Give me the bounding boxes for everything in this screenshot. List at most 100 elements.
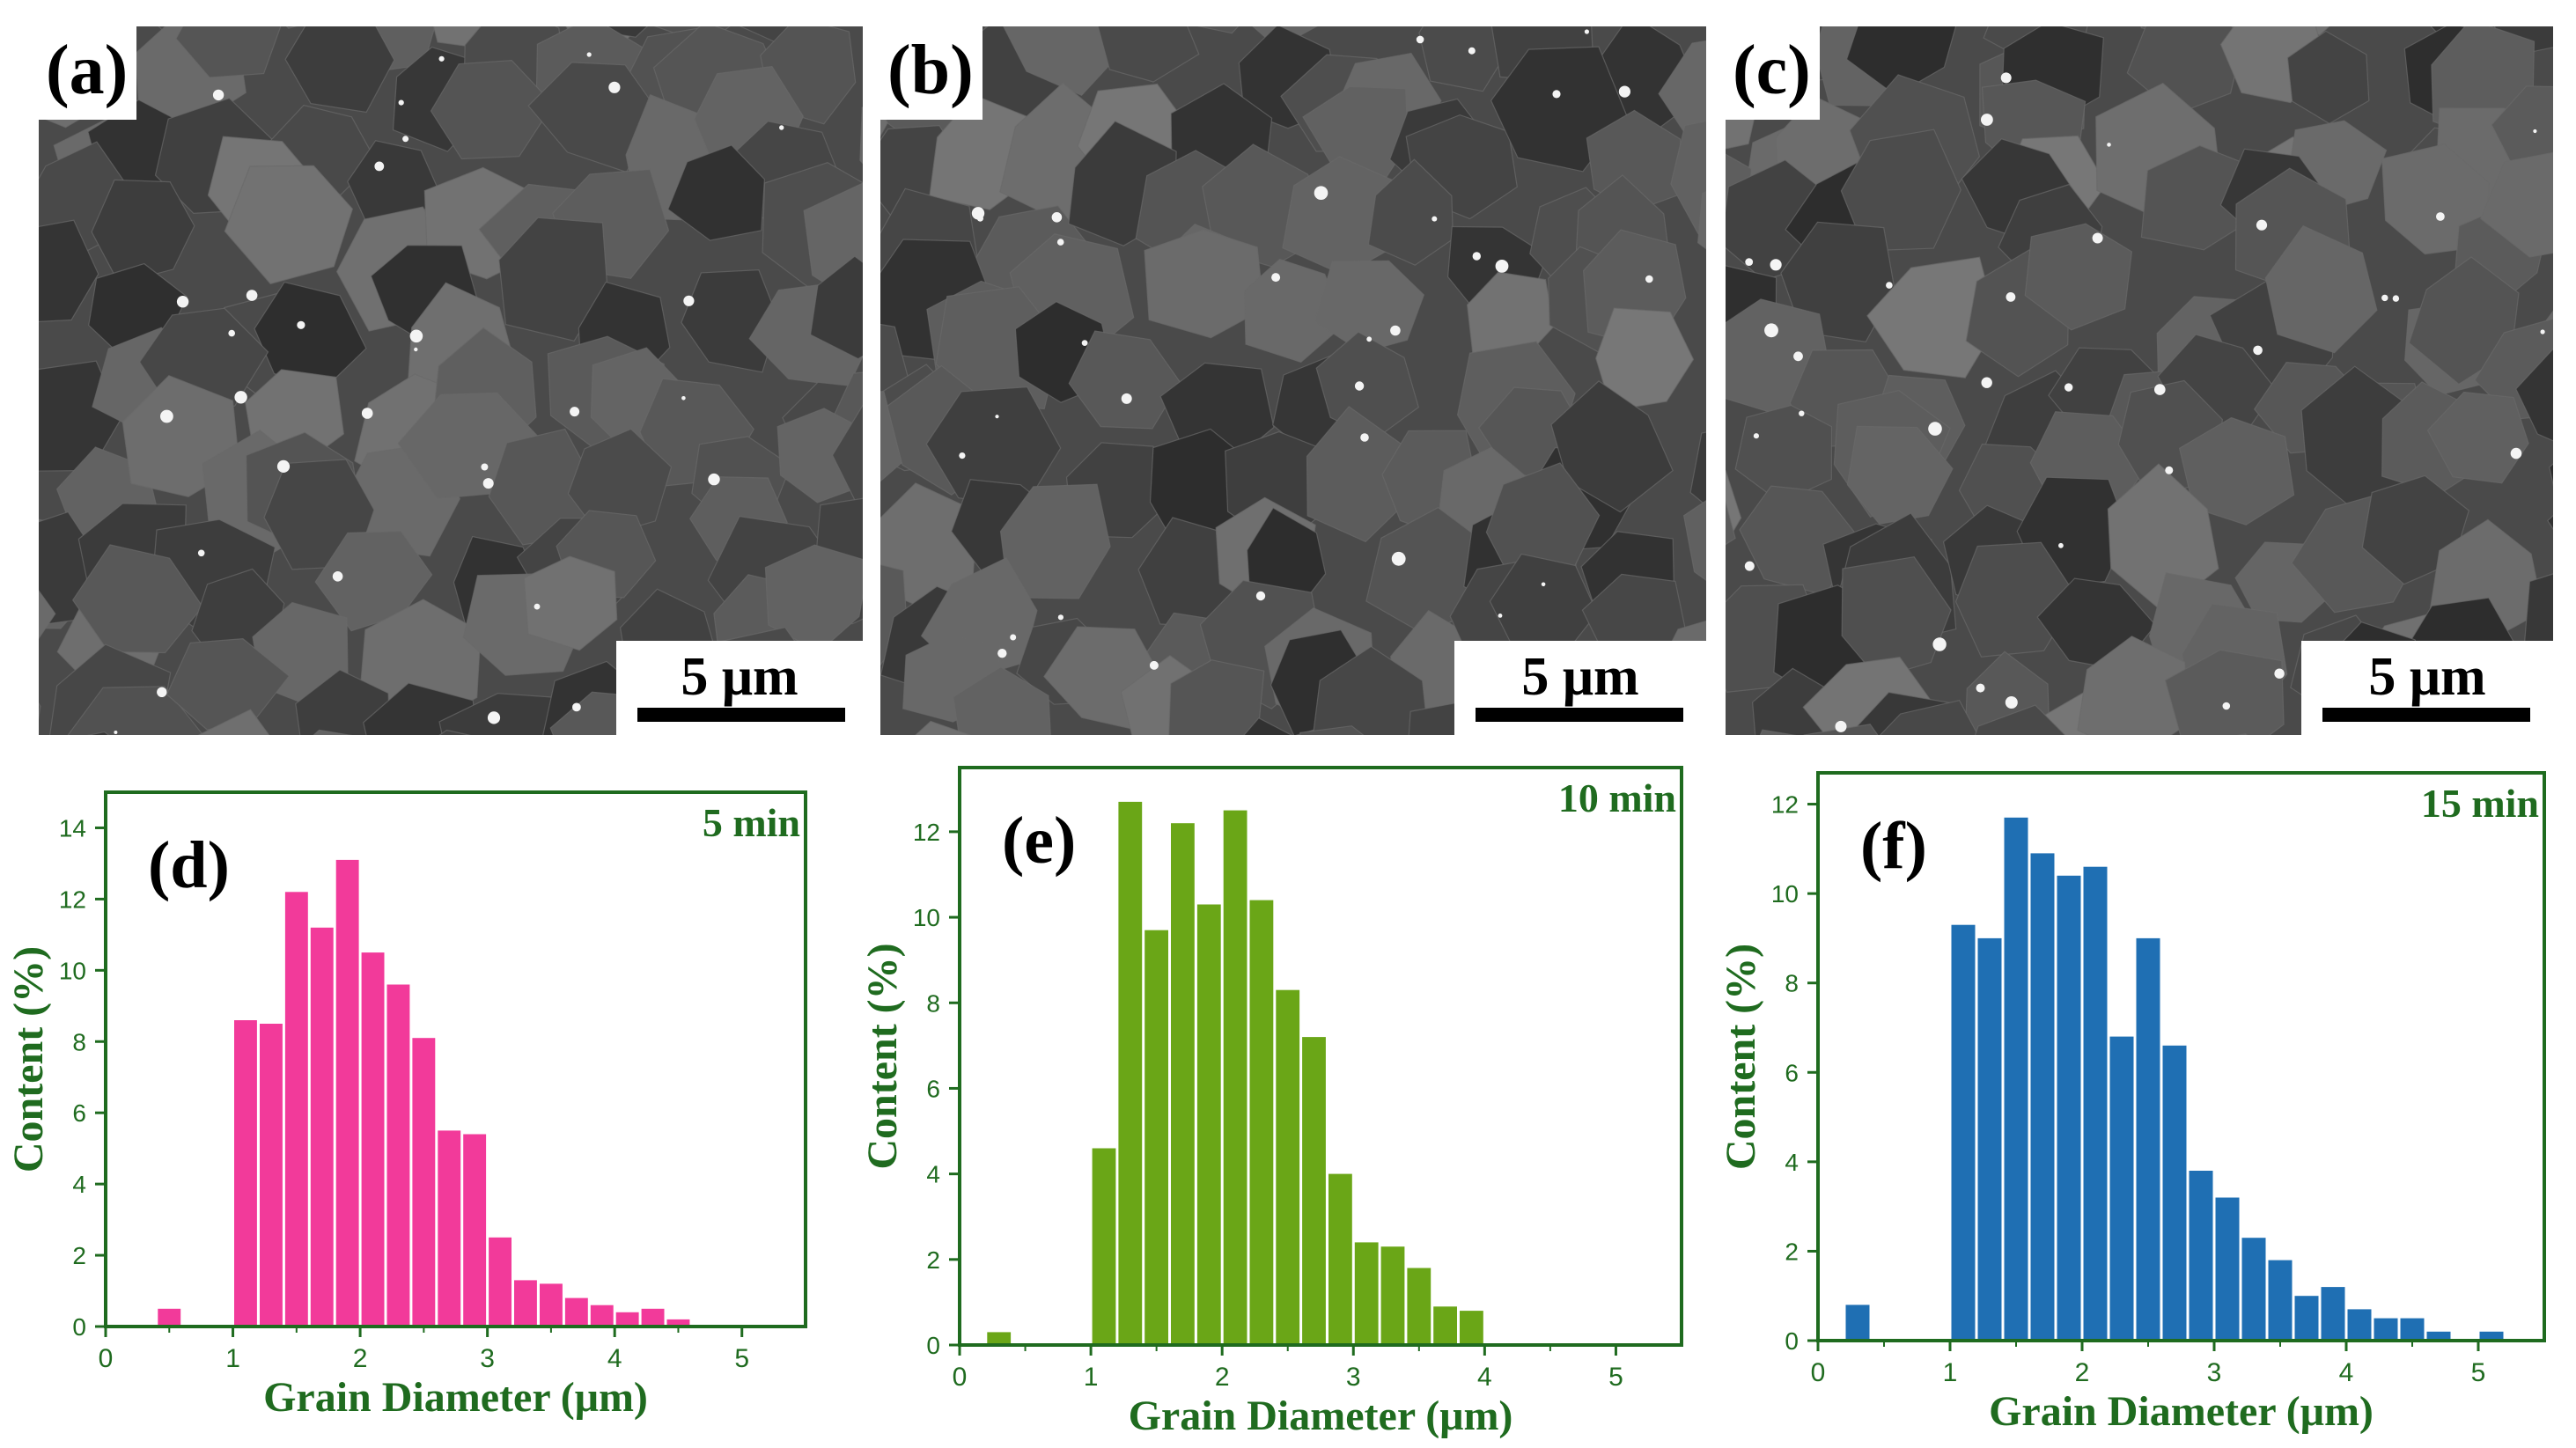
x-tick-label: 3 [480,1344,495,1373]
x-tick-label: 1 [1084,1363,1099,1392]
plot-frame [958,766,1683,1347]
y-axis-title: Content (%) [1718,944,1764,1170]
histogram-bar [564,1297,588,1327]
y-tick-label: 14 [59,814,86,842]
histogram-bar [2400,1318,2425,1341]
histogram-bar [412,1038,436,1327]
histogram-bar [234,1020,257,1327]
x-tick-label: 0 [99,1344,114,1373]
y-tick-label: 6 [1785,1059,1799,1086]
histogram-bar [2004,817,2028,1341]
histogram-bar [1354,1242,1379,1345]
x-tick-label: 2 [2075,1358,2090,1387]
panel-label: (e) [1002,804,1076,878]
panel-label: (f) [1860,809,1927,883]
sem-micrograph-c [1726,26,2553,735]
scale-bar-box-a: 5 μm [616,641,863,735]
y-tick-label: 6 [72,1099,86,1127]
x-axis-title: Grain Diameter (μm) [1129,1393,1513,1439]
y-tick-label: 8 [926,989,940,1017]
histogram-bar [987,1332,1012,1345]
histogram-bar [361,952,385,1327]
scale-bar-b [1476,708,1683,722]
plot-frame [1816,771,2546,1342]
histogram-bar [2189,1171,2213,1341]
y-tick-label: 2 [72,1242,86,1269]
histogram-bar [590,1305,614,1327]
scale-bar-box-b: 5 μm [1454,641,1706,735]
y-tick-label: 4 [72,1171,86,1198]
x-axis-title: Grain Diameter (μm) [263,1374,648,1421]
panel-label-b: (b) [880,26,983,120]
x-tick-label: 5 [2471,1358,2486,1387]
histogram-bar [310,927,334,1327]
histogram-bar [540,1283,563,1327]
y-tick-label: 6 [926,1075,940,1102]
histogram-bar [1380,1246,1405,1345]
scale-bar-a [637,708,845,722]
histogram-bar [1845,1305,1870,1341]
x-tick-label: 2 [1215,1363,1230,1392]
y-tick-label: 10 [913,904,940,931]
histogram-bar [1171,823,1195,1345]
sem-micrograph-a [39,26,863,735]
x-tick-label: 5 [734,1344,749,1373]
histogram-bar [489,1237,512,1327]
histogram-bar [2136,937,2160,1341]
panel-label: (d) [148,828,230,902]
y-tick-label: 12 [913,819,940,846]
y-tick-label: 2 [1785,1238,1799,1265]
histogram-bar [2294,1296,2319,1341]
y-tick-label: 12 [1771,791,1799,819]
y-tick-label: 8 [1785,970,1799,997]
x-tick-label: 2 [353,1344,368,1373]
histogram-bar [2030,853,2055,1341]
histogram-bar [1460,1311,1483,1345]
histogram-bar [438,1130,461,1327]
scale-bar-box-c: 5 μm [2301,641,2553,735]
histogram-bar [666,1319,690,1327]
x-tick-label: 4 [2339,1358,2354,1387]
histogram-bar [2321,1287,2345,1341]
scale-bar-label-b: 5 μm [1521,647,1639,707]
histogram-bar [1092,1148,1116,1345]
x-tick-label: 3 [1346,1363,1361,1392]
time-annotation: 10 min [1558,775,1676,820]
x-tick-label: 0 [1811,1358,1826,1387]
histogram-bar [260,1024,283,1327]
histogram-bar [1302,1037,1326,1345]
x-tick-label: 1 [225,1344,240,1373]
panel-label-c: (c) [1726,26,1820,120]
histogram-bar [1328,1173,1352,1345]
histogram-bar [335,859,359,1327]
histogram-bar [1276,989,1300,1345]
y-tick-label: 8 [72,1028,86,1055]
sem-panel-b: (b) 5 μm [880,26,1706,735]
histogram-bar [2241,1238,2266,1341]
x-axis-title: Grain Diameter (μm) [1989,1388,2374,1435]
scale-bar-label-a: 5 μm [681,647,799,707]
histogram-bar [1223,810,1248,1345]
y-tick-label: 10 [1771,880,1799,908]
y-tick-label: 0 [1785,1327,1799,1355]
x-tick-label: 0 [953,1363,968,1392]
histogram-bar [2426,1331,2451,1341]
y-tick-label: 10 [59,957,86,984]
sem-panel-c: (c) 5 μm [1726,26,2553,735]
histogram-bar [2268,1260,2293,1341]
plot-frame [104,790,807,1328]
y-tick-label: 12 [59,886,86,913]
histogram-bar [2347,1309,2372,1341]
histogram-bar [1118,801,1143,1345]
histogram-bar [158,1308,181,1327]
histogram-bar [1977,937,2002,1341]
x-tick-label: 3 [2207,1358,2222,1387]
histogram-bar [2109,1036,2134,1341]
scale-bar-c [2322,708,2530,722]
histogram-bar [2479,1331,2504,1341]
histogram-bar [463,1134,487,1327]
histogram-bar [1249,900,1274,1345]
time-annotation: 5 min [703,800,800,845]
